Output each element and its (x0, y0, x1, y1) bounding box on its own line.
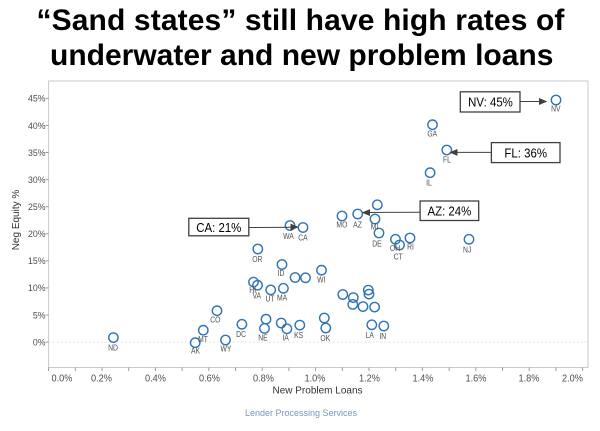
svg-text:0.4%: 0.4% (145, 373, 166, 384)
svg-text:GA: GA (427, 129, 438, 139)
svg-text:20%: 20% (28, 229, 45, 239)
svg-text:CA: 21%: CA: 21% (196, 220, 241, 235)
svg-text:CO: CO (210, 315, 220, 325)
svg-text:MT: MT (198, 334, 208, 344)
svg-text:FL: 36%: FL: 36% (504, 146, 547, 161)
svg-text:IA: IA (282, 333, 289, 343)
svg-text:VA: VA (253, 291, 262, 301)
svg-text:OH: OH (390, 243, 400, 253)
svg-text:LA: LA (366, 330, 375, 340)
svg-text:CA: CA (298, 233, 308, 243)
svg-text:25%: 25% (28, 202, 45, 212)
svg-text:NE: NE (258, 333, 267, 343)
svg-text:Neg Equity %: Neg Equity % (11, 190, 22, 251)
svg-text:1.8%: 1.8% (519, 373, 540, 384)
svg-text:0%: 0% (33, 337, 46, 347)
svg-text:5%: 5% (33, 310, 46, 320)
svg-text:CT: CT (394, 252, 403, 262)
svg-text:30%: 30% (28, 175, 45, 185)
svg-text:NJ: NJ (463, 245, 471, 255)
svg-text:1.0%: 1.0% (305, 373, 326, 384)
svg-text:35%: 35% (28, 147, 45, 157)
svg-text:Lender Processing Services: Lender Processing Services (245, 408, 358, 418)
svg-text:15%: 15% (28, 256, 45, 266)
svg-text:WI: WI (317, 275, 325, 285)
svg-text:AZ: AZ (353, 220, 362, 230)
svg-text:“Sand states” still have high: “Sand states” still have high rates of (37, 4, 566, 37)
svg-text:WA: WA (283, 231, 294, 241)
svg-text:2.0%: 2.0% (562, 373, 583, 384)
svg-text:0.8%: 0.8% (253, 373, 274, 384)
svg-text:New Problem Loans: New Problem Loans (272, 386, 362, 397)
svg-text:1.6%: 1.6% (466, 373, 487, 384)
svg-text:10%: 10% (28, 283, 45, 293)
svg-text:NV: NV (551, 104, 561, 114)
svg-text:0.2%: 0.2% (91, 373, 112, 384)
svg-text:0.0%: 0.0% (52, 373, 73, 384)
svg-text:ID: ID (278, 268, 285, 278)
svg-text:MA: MA (277, 293, 288, 303)
svg-text:IL: IL (426, 178, 432, 188)
svg-text:0.6%: 0.6% (199, 373, 220, 384)
svg-text:OR: OR (252, 254, 263, 264)
svg-text:45%: 45% (28, 93, 45, 103)
svg-text:DE: DE (372, 239, 381, 249)
svg-text:40%: 40% (28, 120, 45, 130)
svg-text:UT: UT (265, 294, 274, 304)
svg-text:HI: HI (249, 285, 256, 295)
svg-text:MI: MI (371, 222, 379, 232)
svg-text:NV: 45%: NV: 45% (468, 95, 513, 110)
svg-text:ND: ND (108, 343, 118, 353)
svg-text:1.4%: 1.4% (413, 373, 434, 384)
svg-text:underwater and new problem loa: underwater and new problem loans (50, 39, 553, 72)
svg-text:FL: FL (443, 155, 452, 165)
svg-text:1.2%: 1.2% (359, 373, 380, 384)
svg-text:WY: WY (221, 344, 232, 354)
svg-text:RI: RI (407, 242, 414, 252)
svg-text:OK: OK (320, 333, 331, 343)
svg-text:AK: AK (191, 346, 201, 356)
svg-text:KS: KS (294, 330, 303, 340)
svg-text:IN: IN (379, 331, 386, 341)
svg-text:DC: DC (236, 329, 246, 339)
svg-text:MO: MO (336, 220, 347, 230)
svg-text:AZ: 24%: AZ: 24% (427, 204, 471, 219)
